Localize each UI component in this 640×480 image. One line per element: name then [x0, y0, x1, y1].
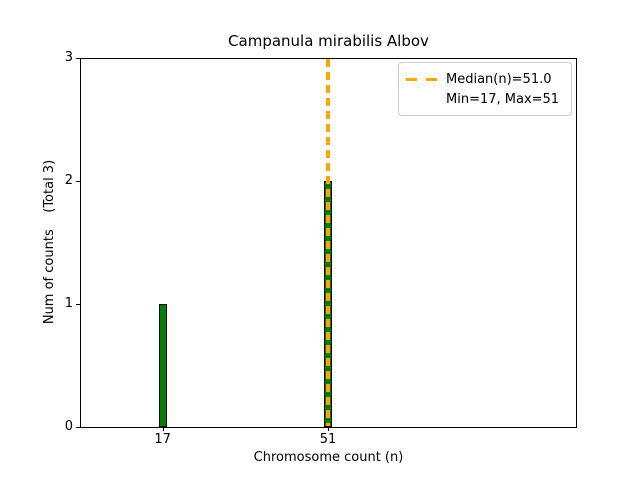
y-axis-label-text: Num of counts (Total 3)	[42, 159, 57, 325]
legend-entry-median: Median(n)=51.0	[406, 69, 562, 89]
median-line	[326, 59, 330, 426]
x-tick-mark	[162, 427, 164, 431]
legend-swatch-empty	[406, 98, 437, 101]
legend-label-minmax: Min=17, Max=51	[446, 91, 560, 107]
y-tick-mark	[76, 58, 80, 59]
chart-title: Campanula mirabilis Albov	[228, 32, 429, 50]
x-tick-mark	[328, 427, 329, 431]
y-tick-label: 2	[64, 173, 73, 188]
bar-x17	[158, 304, 167, 427]
x-tick-label: 17	[154, 432, 171, 447]
x-axis-label: Chromosome count (n)	[253, 450, 404, 465]
y-tick-mark	[76, 304, 80, 305]
median-dashed-line-swatch	[406, 77, 437, 81]
y-tick-label: 3	[64, 50, 73, 65]
y-tick-label: 0	[64, 419, 73, 434]
legend-entry-minmax: Min=17, Max=51	[406, 89, 562, 109]
y-tick-mark	[76, 181, 80, 182]
legend: Median(n)=51.0 Min=17, Max=51	[398, 62, 572, 116]
x-tick-label: 51	[319, 432, 337, 447]
y-tick-mark	[76, 427, 80, 428]
y-tick-label: 1	[64, 296, 73, 311]
legend-label-median: Median(n)=51.0	[446, 71, 552, 87]
